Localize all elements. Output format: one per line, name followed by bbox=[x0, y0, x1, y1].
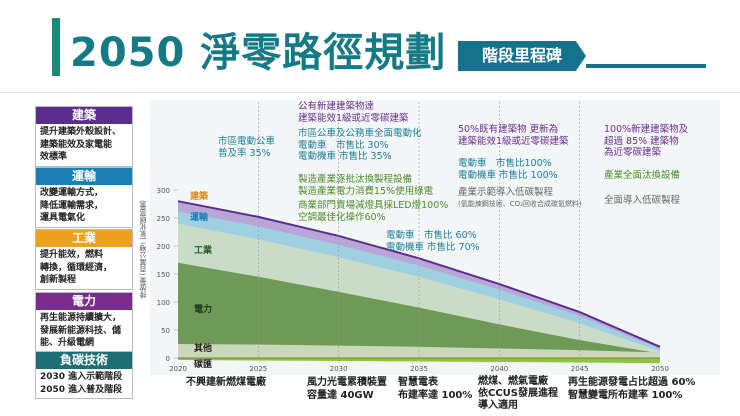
sector-title: 運輸 bbox=[36, 168, 132, 185]
sector-card-building: 建築提升建築外殼設計、 建築能效及家電能 效標準 bbox=[35, 106, 133, 167]
sector-desc-line: 再生能源持續擴大， bbox=[40, 313, 122, 323]
sector-desc-line: 運具電氣化 bbox=[40, 213, 86, 223]
sector-card-industry: 工業提升能效，燃料 轉換，循環經濟， 創新製程 bbox=[35, 229, 133, 290]
series-label: 其他 bbox=[194, 342, 212, 354]
series-label: 碳匯 bbox=[194, 358, 212, 370]
x-tick-label: 2035 bbox=[410, 365, 428, 373]
sector-title: 負碳技術 bbox=[36, 352, 132, 369]
annotation-existing-buildings: 50%既有建築物 更新為 建築能效1級或近零碳建築 bbox=[458, 124, 569, 147]
milestone-ccus: 燃煤、燃氣電廠 依CCUS發展進程 導入適用 bbox=[478, 376, 558, 411]
series-label: 工業 bbox=[194, 244, 213, 256]
sector-desc-line: 2030 進入示範階段 bbox=[40, 372, 123, 382]
series-label: 運輸 bbox=[190, 211, 209, 223]
sector-title: 電力 bbox=[36, 293, 132, 310]
sector-desc-line: 提升建築外殼設計、 bbox=[40, 127, 122, 137]
x-tick-label: 2020 bbox=[169, 365, 187, 373]
x-tick-label: 2025 bbox=[249, 365, 267, 373]
milestone-wind-solar: 風力光電累積裝置 容量達 40GW bbox=[307, 377, 387, 401]
sector-desc-line: 改變運輸方式， bbox=[40, 188, 104, 198]
annotation-commercial: 商業部門賣場減燈具採LED燈100% 空調最佳化操作60% bbox=[298, 200, 449, 223]
y-tick-label: 50 bbox=[161, 327, 170, 335]
area-carbon-sink bbox=[178, 358, 660, 364]
sector-desc-line: 降低運輸需求， bbox=[40, 200, 104, 211]
sector-desc-line: 2050 進入普及階段 bbox=[40, 384, 123, 395]
x-tick-label: 2050 bbox=[651, 365, 669, 373]
milestone-renewables-60: 再生能源發電占比超過 60% 智慧變電所布建率 100% bbox=[568, 377, 696, 401]
annotation-nzeb-2050: 100%新建建築物及 超過 85% 建築物 為近零碳建築 bbox=[604, 124, 689, 158]
x-tick-label: 2045 bbox=[571, 365, 589, 373]
sector-title: 工業 bbox=[36, 230, 132, 247]
annotation-industry-2030: 製造產業逐批汰換製程設備 製造產業電力消費15%使用綠電 bbox=[298, 174, 434, 197]
y-tick-label: 200 bbox=[157, 243, 170, 251]
annotation-low-carbon-full: 全面導入低碳製程 bbox=[604, 195, 681, 206]
page-title: 2050 淨零路徑規劃 bbox=[70, 30, 447, 76]
milestone-smart-meter: 智慧電表 布建率達 100% bbox=[398, 377, 473, 401]
header-divider bbox=[0, 92, 740, 93]
y-tick-label: 250 bbox=[157, 215, 170, 223]
sector-desc-line: 效標準 bbox=[40, 152, 68, 162]
annotation-equipment-replace: 產業全面汰換設備 bbox=[604, 170, 681, 181]
sector-card-power: 電力再生能源持續擴大， 發展新能源科技、儲 能、升級電網 bbox=[35, 292, 133, 353]
annotation-ev-2040: 電動車 市售比100% 電動機車 市售比 100% bbox=[458, 158, 558, 181]
milestone-badge: 階段里程碑 bbox=[458, 41, 586, 71]
x-tick-label: 2040 bbox=[490, 365, 508, 373]
annotation-ev-2035: 電動車 市售比 60% 電動機車 市售比 70% bbox=[386, 230, 480, 253]
annotation-ev-2030: 市區公車及公務車全面電動化 電動車 市售比 30% 電動機車 市售比 35% bbox=[298, 128, 422, 162]
series-label: 電力 bbox=[194, 303, 212, 315]
sector-desc-line: 發展新能源科技、儲 bbox=[40, 325, 122, 336]
y-tick-label: 100 bbox=[157, 299, 170, 307]
y-tick-label: 150 bbox=[157, 271, 170, 279]
title-accent-bar bbox=[52, 18, 60, 76]
sector-desc-line: 轉換，循環經濟， bbox=[40, 262, 113, 273]
milestone-no-coal: 不興建新燃煤電廠 bbox=[186, 377, 266, 388]
x-tick-label: 2030 bbox=[330, 365, 348, 373]
sector-card-transport: 運輸改變運輸方式， 降低運輸需求， 運具電氣化 bbox=[35, 167, 133, 228]
badge-underline bbox=[586, 64, 706, 68]
sector-desc-line: 提升能效，燃料 bbox=[40, 250, 104, 260]
y-tick-label: 0 bbox=[166, 355, 170, 363]
sector-card-carbon: 負碳技術 2030 進入示範階段 2050 進入普及階段 bbox=[35, 351, 133, 399]
annotation-public-buildings: 公有新建建築物達 建築能效1級或近零碳建築 bbox=[298, 101, 409, 124]
series-label: 建築 bbox=[190, 190, 209, 202]
sector-title: 建築 bbox=[36, 107, 132, 124]
sector-desc-line: 創新製程 bbox=[40, 275, 77, 285]
sector-desc-line: 建築能效及家電能 bbox=[40, 139, 113, 150]
y-tick-label: 300 bbox=[157, 187, 170, 195]
annotation-low-carbon-demo: 產業示範導入低碳製程 (氫能煉鋼技術、CO₂回收合成碳氫燃料) bbox=[458, 187, 582, 208]
annotation-city-bus: 市區電動公車 普及率 35% bbox=[218, 136, 276, 159]
sector-desc-line: 能、升級電網 bbox=[40, 338, 95, 348]
